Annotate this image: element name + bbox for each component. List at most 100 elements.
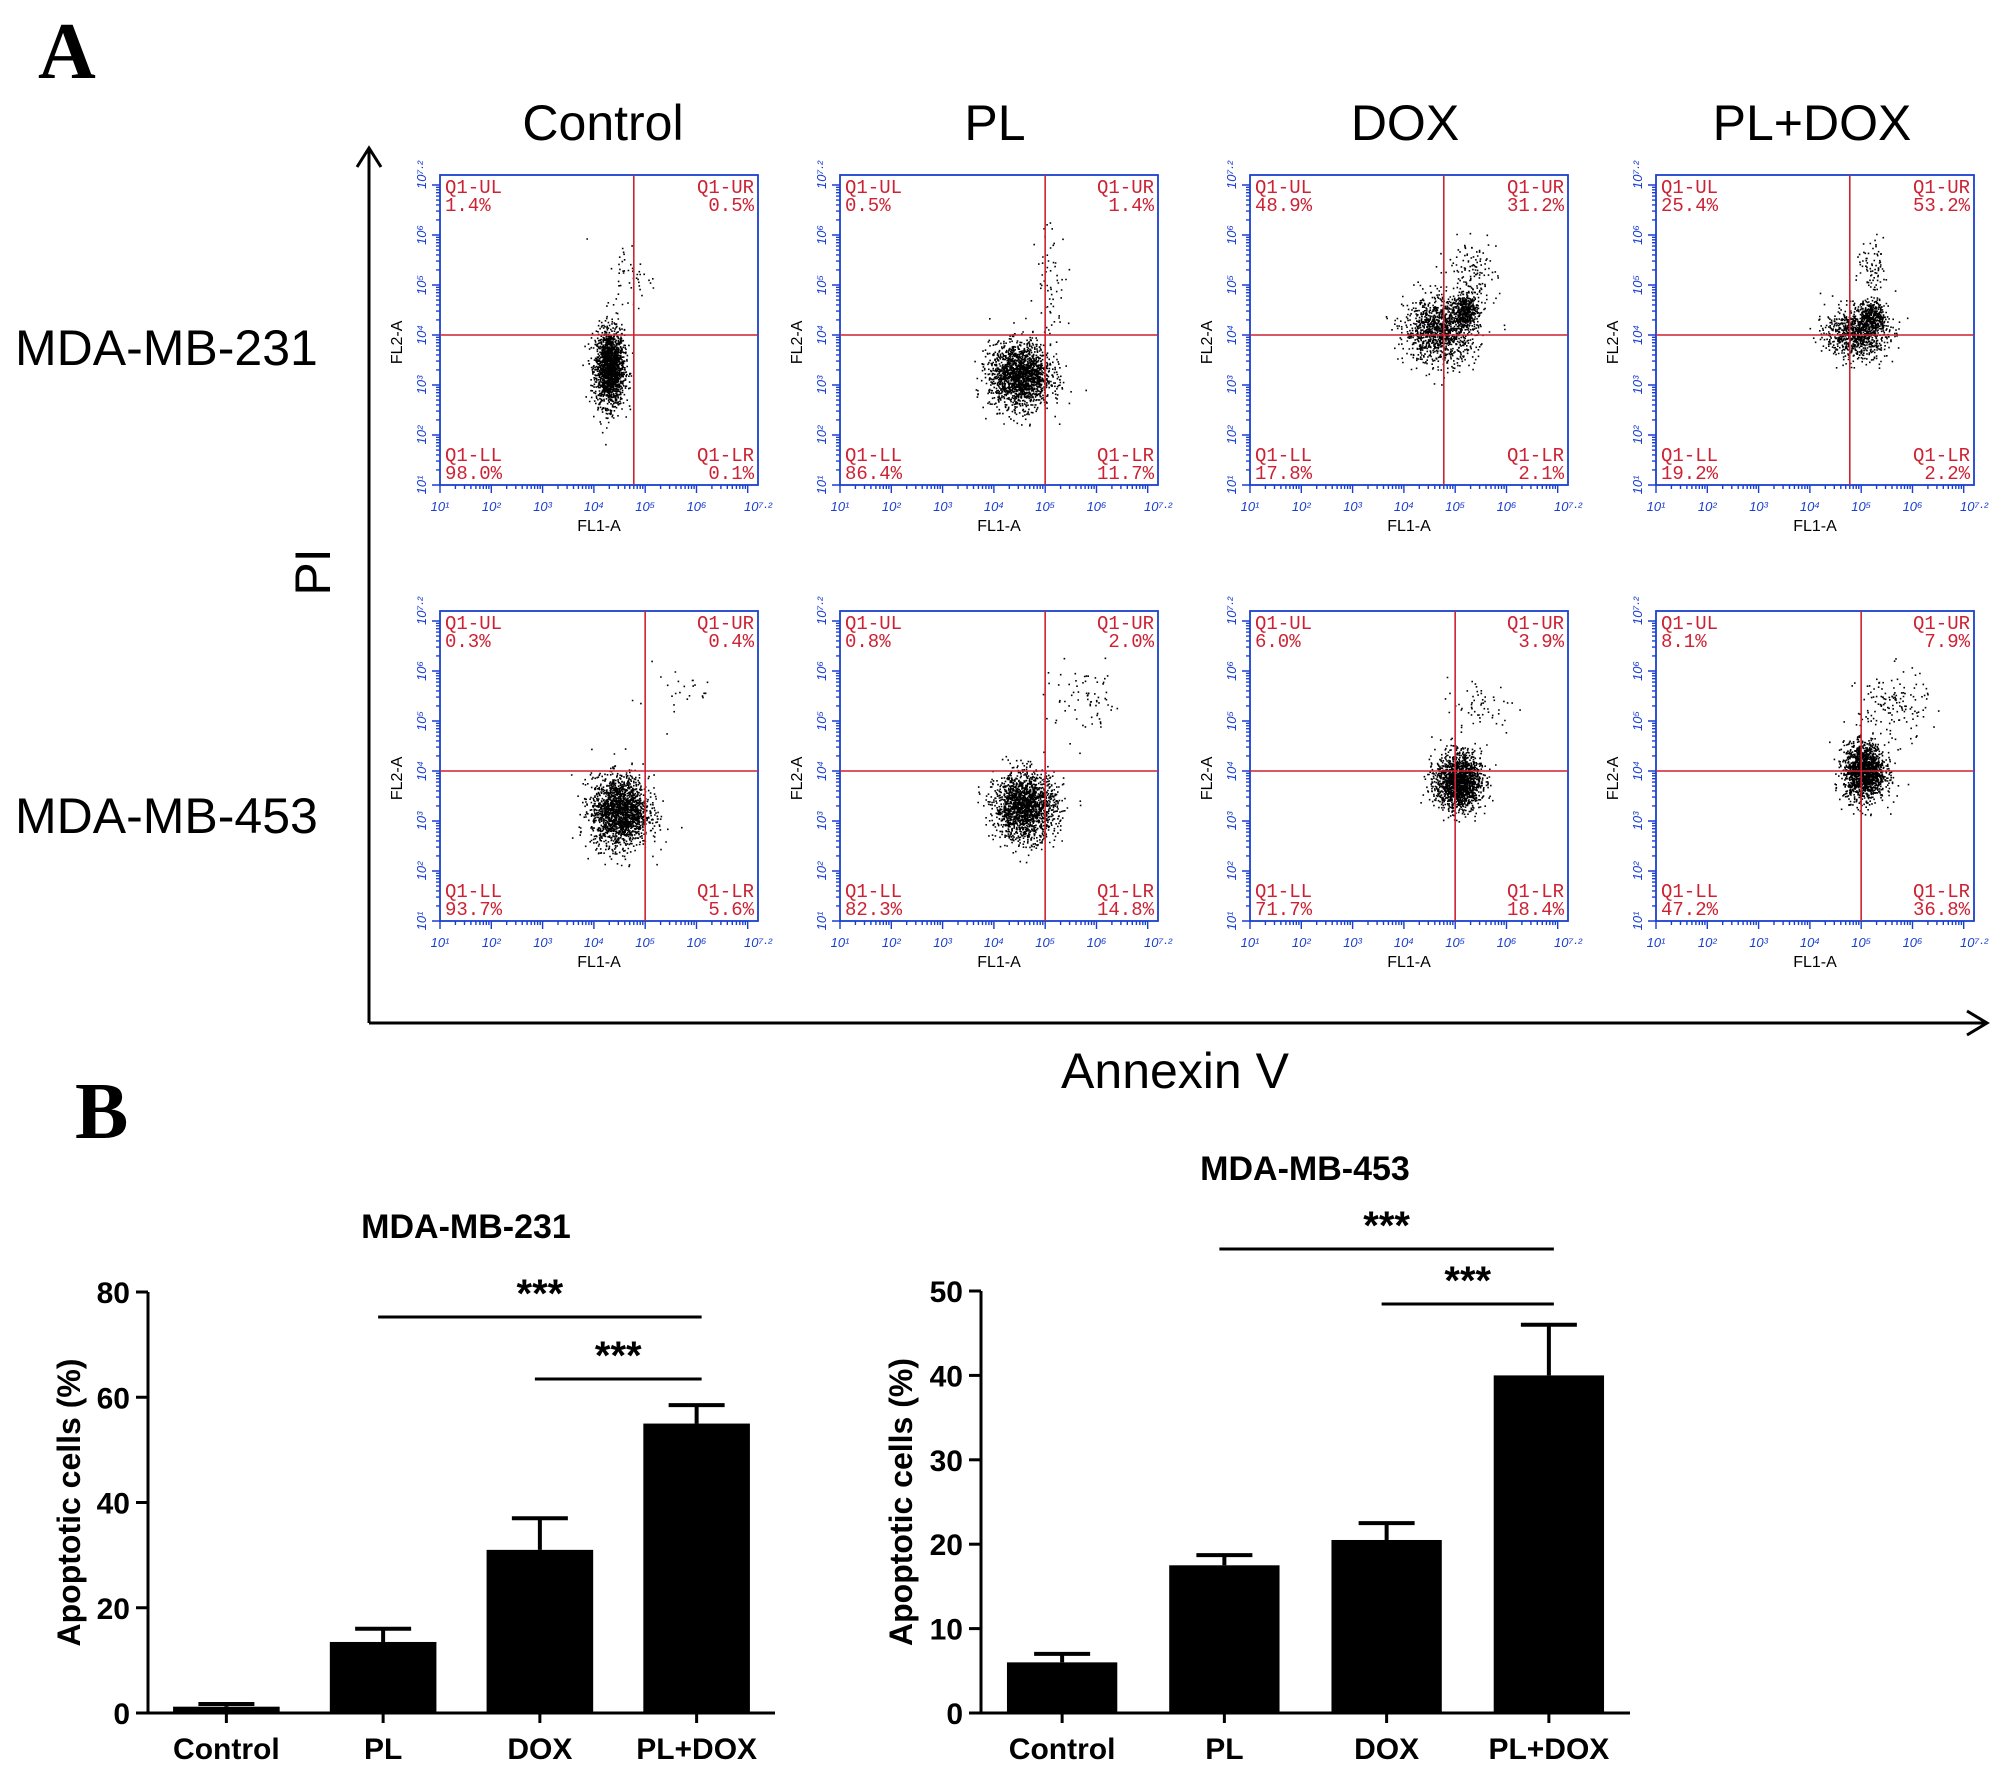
column-title-control: Control	[522, 95, 683, 151]
bar-pl	[1169, 1565, 1280, 1713]
y-tick-label: 10³	[1630, 375, 1645, 394]
svg-text:6.0%: 6.0%	[1255, 631, 1301, 653]
plot-frame	[1655, 610, 1975, 922]
svg-text:Q1-LR: Q1-LR	[1097, 445, 1154, 467]
svg-text:48.9%: 48.9%	[1255, 195, 1313, 217]
svg-text:18.4%: 18.4%	[1507, 899, 1565, 921]
x-tick-label: 10³	[1749, 935, 1768, 950]
flow-y-label: FL2-A	[789, 756, 806, 800]
x-tick-label: 10⁶	[1903, 499, 1923, 514]
y-tick-label: 10⁴	[1630, 325, 1645, 345]
y-tick-label: 10³	[1630, 811, 1645, 830]
x-tick-label: 10⁷·²	[1960, 935, 1989, 950]
event-dots	[1809, 233, 1909, 369]
svg-text:Q1-UR: Q1-UR	[1913, 613, 1970, 635]
y-tick-label: 10¹	[1224, 475, 1239, 494]
svg-text:0.8%: 0.8%	[845, 631, 891, 653]
axis-ticks	[432, 184, 749, 493]
y-tick-label: 10⁷·²	[414, 596, 429, 625]
x-tick-label: 10²	[1292, 935, 1311, 950]
quadrant-label-ul: Q1-UL1.4%	[445, 177, 502, 217]
y-tick-label: 10³	[414, 375, 429, 394]
x-tick-label: 10¹	[1241, 935, 1260, 950]
svg-text:Q1-LR: Q1-LR	[697, 445, 754, 467]
annexin-axis-title: Annexin V	[1061, 1043, 1290, 1099]
x-tick-label: 10⁴	[1394, 499, 1414, 514]
x-tick-label: 10²	[882, 935, 901, 950]
svg-text:Q1-LL: Q1-LL	[845, 445, 902, 467]
y-tick-label: 10³	[1224, 375, 1239, 394]
y-tick-label: 10¹	[1224, 911, 1239, 930]
bar-dox	[486, 1549, 594, 1713]
x-tick-label: 10³	[533, 499, 552, 514]
svg-text:14.8%: 14.8%	[1097, 899, 1155, 921]
svg-text:Q1-UL: Q1-UL	[1661, 177, 1718, 199]
significance-label: ***	[1444, 1259, 1491, 1303]
x-tick-label: 10⁷·²	[744, 935, 773, 950]
y-tick-label: 10⁴	[1224, 761, 1239, 781]
x-tick-label-pl-dox: PL+DOX	[1488, 1733, 1609, 1766]
svg-text:31.2%: 31.2%	[1507, 195, 1565, 217]
y-tick-label: 10⁵	[814, 711, 829, 731]
x-tick-label-dox: DOX	[1354, 1733, 1419, 1766]
flow-y-label: FL2-A	[389, 320, 406, 364]
svg-text:Q1-LR: Q1-LR	[1913, 445, 1970, 467]
bar-control	[173, 1706, 280, 1713]
x-tick-label: 10⁶	[1903, 935, 1923, 950]
svg-text:47.2%: 47.2%	[1661, 899, 1719, 921]
svg-text:Q1-LL: Q1-LL	[1255, 881, 1312, 903]
y-tick-label: 10³	[414, 811, 429, 830]
y-tick-label: 40	[97, 1488, 130, 1521]
y-tick-label: 10⁶	[414, 660, 429, 680]
quadrant-label-ur: Q1-UR2.0%	[1097, 613, 1155, 653]
x-tick-label-pl: PL	[364, 1733, 402, 1766]
x-tick-label: 10⁶	[687, 935, 707, 950]
y-tick-label: 10¹	[414, 911, 429, 930]
y-tick-label: 10⁶	[1224, 224, 1239, 244]
y-tick-label: 10⁵	[814, 275, 829, 295]
svg-text:82.3%: 82.3%	[845, 899, 903, 921]
y-tick-label: 10⁴	[814, 761, 829, 781]
y-tick-label: 0	[946, 1698, 963, 1731]
x-tick-label: 10⁷·²	[1960, 499, 1989, 514]
x-tick-label: 10⁷·²	[1554, 499, 1583, 514]
quadrant-label-ul: Q1-UL0.3%	[445, 613, 502, 653]
row-title-mda-mb-231: MDA-MB-231	[15, 320, 318, 376]
y-tick-label: 10¹	[814, 911, 829, 930]
x-tick-label: 10³	[1343, 499, 1362, 514]
x-tick-label: 10²	[482, 935, 501, 950]
svg-text:Q1-UR: Q1-UR	[1097, 177, 1154, 199]
y-tick-label: 10³	[814, 375, 829, 394]
y-tick-label: 10²	[1224, 861, 1239, 880]
svg-text:Q1-UL: Q1-UL	[845, 177, 902, 199]
y-tick-label: 10⁴	[1630, 761, 1645, 781]
svg-text:0.5%: 0.5%	[708, 195, 754, 217]
svg-text:7.9%: 7.9%	[1924, 631, 1970, 653]
x-tick-label: 10⁵	[635, 499, 655, 514]
quadrant-label-ul: Q1-UL8.1%	[1661, 613, 1718, 653]
y-tick-label: 10⁶	[1224, 660, 1239, 680]
x-tick-label: 10¹	[1647, 935, 1666, 950]
y-tick-label: 10	[930, 1614, 963, 1647]
x-tick-label: 10⁴	[1800, 935, 1820, 950]
y-tick-label: 10⁵	[414, 275, 429, 295]
bar-chart-mda-mb-231: MDA-MB-231 0 20 40 60 80 Apoptotic cells (%) Co…	[51, 1208, 775, 1766]
svg-text:Q1-LL: Q1-LL	[1255, 445, 1312, 467]
y-tick-label: 10⁷·²	[814, 596, 829, 625]
svg-text:Q1-LR: Q1-LR	[1507, 881, 1564, 903]
x-tick-label: 10⁴	[984, 935, 1004, 950]
svg-text:86.4%: 86.4%	[845, 463, 903, 485]
x-tick-label: 10¹	[1241, 499, 1260, 514]
svg-text:0.1%: 0.1%	[708, 463, 754, 485]
column-title-pl-dox: PL+DOX	[1713, 95, 1912, 151]
svg-text:Q1-LR: Q1-LR	[697, 881, 754, 903]
panel-b-label: B	[75, 1068, 128, 1156]
bar-chart-mda-mb-453: MDA-MB-453 0 10 20 30 40 50 Apoptotic cells (%)…	[883, 1150, 1630, 1766]
column-title-dox: DOX	[1351, 95, 1459, 151]
